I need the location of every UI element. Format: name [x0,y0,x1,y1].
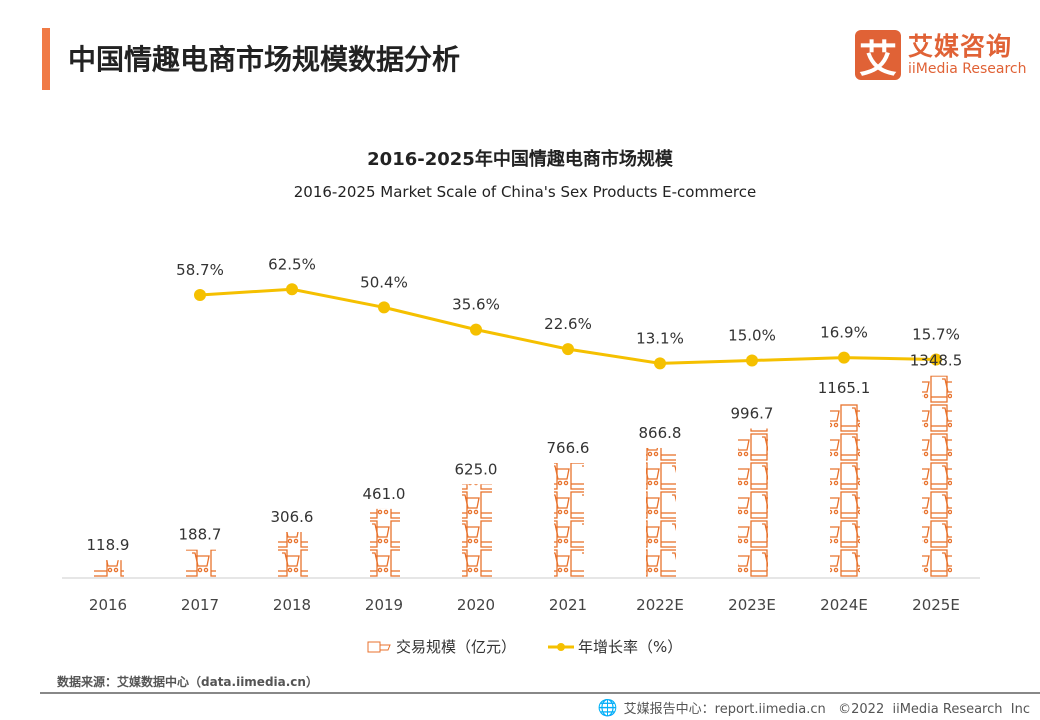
growth-point [378,301,390,314]
legend-line-icon [548,643,574,651]
x-tick-label: 2025E [912,596,960,614]
bar-value-label: 996.7 [731,404,774,422]
growth-point [194,288,206,301]
x-tick-label: 2018 [273,596,311,614]
bar [830,403,860,578]
bar-value-label: 461.0 [363,485,406,503]
legend-bar-label: 交易规模（亿元） [396,638,516,656]
x-tick-label: 2022E [636,596,684,614]
growth-value-label: 35.6% [452,296,500,314]
x-tick-label: 2024E [820,596,868,614]
growth-point [838,351,850,364]
bar [462,484,492,578]
legend-line-label: 年增长率（%） [578,638,682,656]
legend-bar-icon [367,641,391,653]
globe-icon: 🌐 [597,698,618,717]
growth-point [286,283,298,296]
bar-value-label: 1165.1 [818,379,871,397]
logo-mark: 艾 [855,30,901,81]
title-accent-bar [42,28,50,90]
legend: 交易规模（亿元） 年增长率（%） [367,638,682,656]
x-tick-label: 2020 [457,596,495,614]
growth-point [562,343,574,356]
growth-value-label: 58.7% [176,261,224,279]
data-source: 数据来源：艾媒数据中心（data.iimedia.cn） [57,675,318,689]
growth-value-label: 22.6% [544,315,592,333]
growth-point [746,354,758,367]
footer-text: 艾媒报告中心：report.iimedia.cn ©2022 iiMedia R… [623,702,1030,717]
bar [278,532,308,578]
x-tick-label: 2017 [181,596,219,614]
bar-value-label: 118.9 [87,536,130,554]
bar [186,549,216,578]
bar-value-label: 306.6 [271,508,314,526]
footer-divider [40,692,1040,694]
x-tick-label: 2023E [728,596,776,614]
bar [922,375,952,578]
growth-value-label: 15.7% [912,325,960,343]
growth-point [470,323,482,336]
x-tick-label: 2021 [549,596,587,614]
growth-value-label: 62.5% [268,255,316,273]
logo-en: iiMedia Research [908,61,1027,77]
growth-value-label: 50.4% [360,273,408,291]
growth-point [654,357,666,370]
growth-value-label: 15.0% [728,327,776,345]
logo-cn: 艾媒咨询 [908,32,1013,61]
iimedia-logo: 艾 艾媒咨询 iiMedia Research [855,30,1027,81]
growth-point [930,353,942,366]
bar-value-label: 866.8 [639,424,682,442]
chart-subtitle: 2016-2025 Market Scale of China's Sex Pr… [294,183,757,201]
x-tick-label: 2016 [89,596,127,614]
bar [738,428,768,578]
bar [646,447,676,578]
bar-value-label: 766.6 [547,439,590,457]
bar [94,560,124,578]
bar-value-label: 188.7 [179,526,222,544]
bar-value-label: 625.0 [455,460,498,478]
page-title: 中国情趣电商市场规模数据分析 [68,43,461,76]
bar [370,508,400,578]
bar [554,463,584,578]
chart-title: 2016-2025年中国情趣电商市场规模 [367,148,674,170]
x-tick-label: 2019 [365,596,403,614]
bar-value-label: 1348.5 [910,352,963,370]
growth-value-label: 13.1% [636,329,684,347]
growth-value-label: 16.9% [820,324,868,342]
